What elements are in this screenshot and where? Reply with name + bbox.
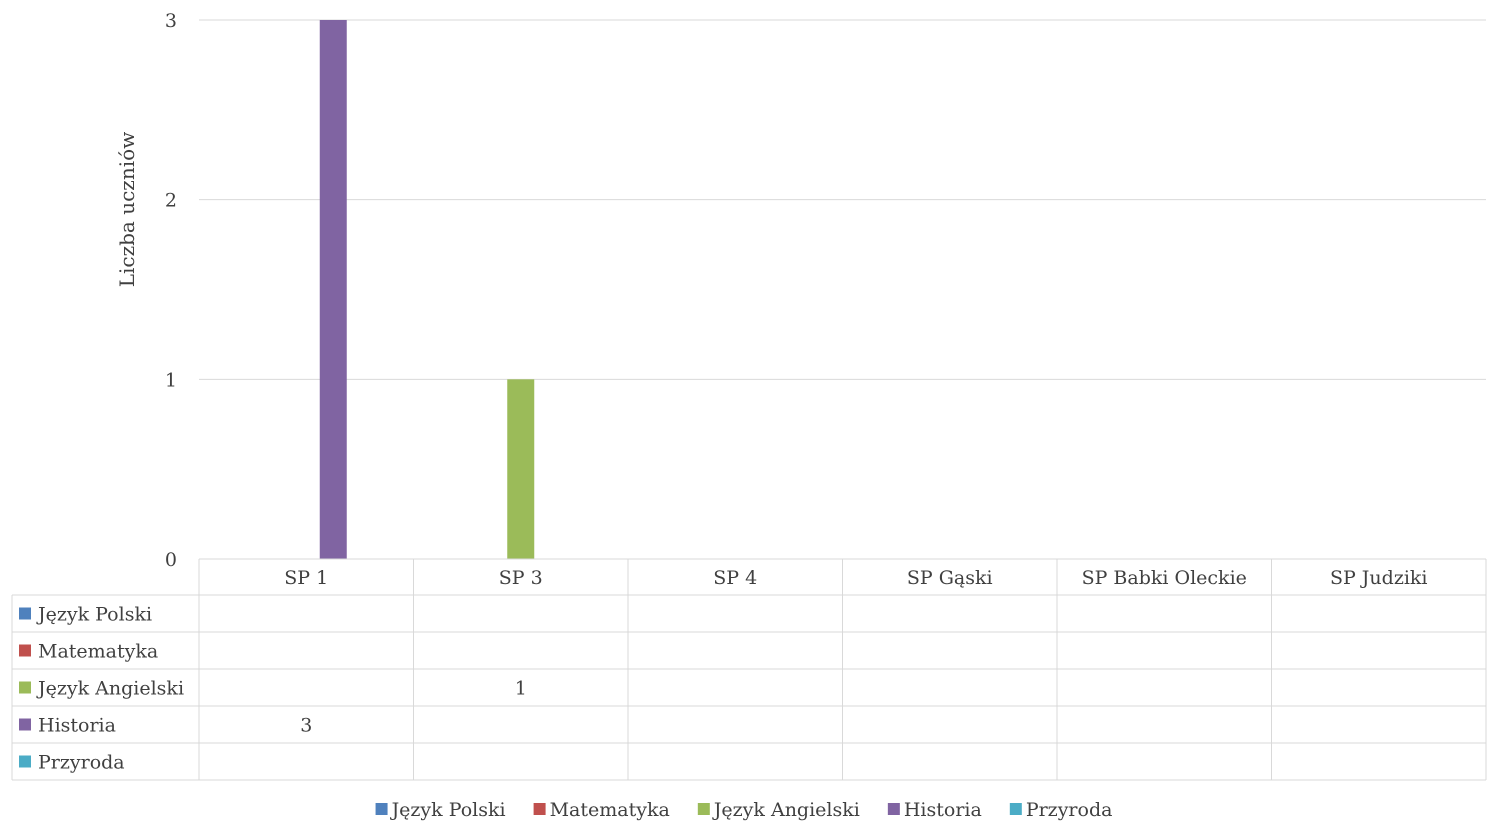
category-label: SP Gąski <box>907 567 993 589</box>
bar <box>507 379 535 559</box>
table-cell-value: 1 <box>515 678 527 700</box>
table-series-swatch <box>19 681 31 694</box>
legend-label: Język Angielski <box>712 799 860 821</box>
legend-label: Matematyka <box>550 799 670 821</box>
table-series-label: Język Polski <box>36 604 152 626</box>
y-tick-label: 3 <box>165 10 177 32</box>
legend-swatch <box>533 803 546 815</box>
legend-item: Język Angielski <box>697 799 860 821</box>
legend-label: Przyroda <box>1026 799 1113 821</box>
table-series-swatch <box>19 718 31 731</box>
table-series-label: Historia <box>38 715 116 737</box>
legend-swatch <box>1009 803 1022 815</box>
category-label: SP 4 <box>713 567 757 589</box>
table-series-swatch <box>19 755 31 768</box>
y-tick-label: 0 <box>165 549 177 571</box>
legend-swatch <box>887 803 900 815</box>
y-tick-label: 1 <box>165 369 177 391</box>
category-label: SP Judziki <box>1330 567 1428 589</box>
y-axis-title: Liczba uczniów <box>115 132 139 288</box>
legend-item: Przyroda <box>1009 799 1113 821</box>
bars <box>319 20 535 559</box>
table-cell-value: 3 <box>300 715 312 737</box>
legend-item: Matematyka <box>533 799 670 821</box>
y-tick-label: 2 <box>165 190 177 212</box>
table-series-swatch <box>19 607 31 620</box>
table-series-label: Matematyka <box>38 641 158 663</box>
category-label: SP 1 <box>284 567 328 589</box>
table-series-swatch <box>19 644 31 657</box>
legend-label: Język Polski <box>390 799 506 821</box>
gridlines <box>199 19 1486 560</box>
bar <box>319 20 347 559</box>
category-label: SP 3 <box>499 567 543 589</box>
legend-swatch <box>375 803 388 815</box>
legend: Język Polski Matematyka Język Angielski His… <box>375 799 1113 821</box>
legend-swatch <box>697 803 710 815</box>
legend-label: Historia <box>904 799 982 821</box>
y-axis-tick-labels: 0 1 2 3 <box>165 10 177 571</box>
category-label: SP Babki Oleckie <box>1082 567 1247 589</box>
data-table: SP 1 SP 3 SP 4 SP Gąski SP Babki Oleckie SP J… <box>11 558 1487 781</box>
table-series-label: Język Angielski <box>36 678 184 700</box>
legend-item: Historia <box>887 799 982 821</box>
table-series-label: Przyroda <box>38 752 125 774</box>
legend-item: Język Polski <box>375 799 506 821</box>
